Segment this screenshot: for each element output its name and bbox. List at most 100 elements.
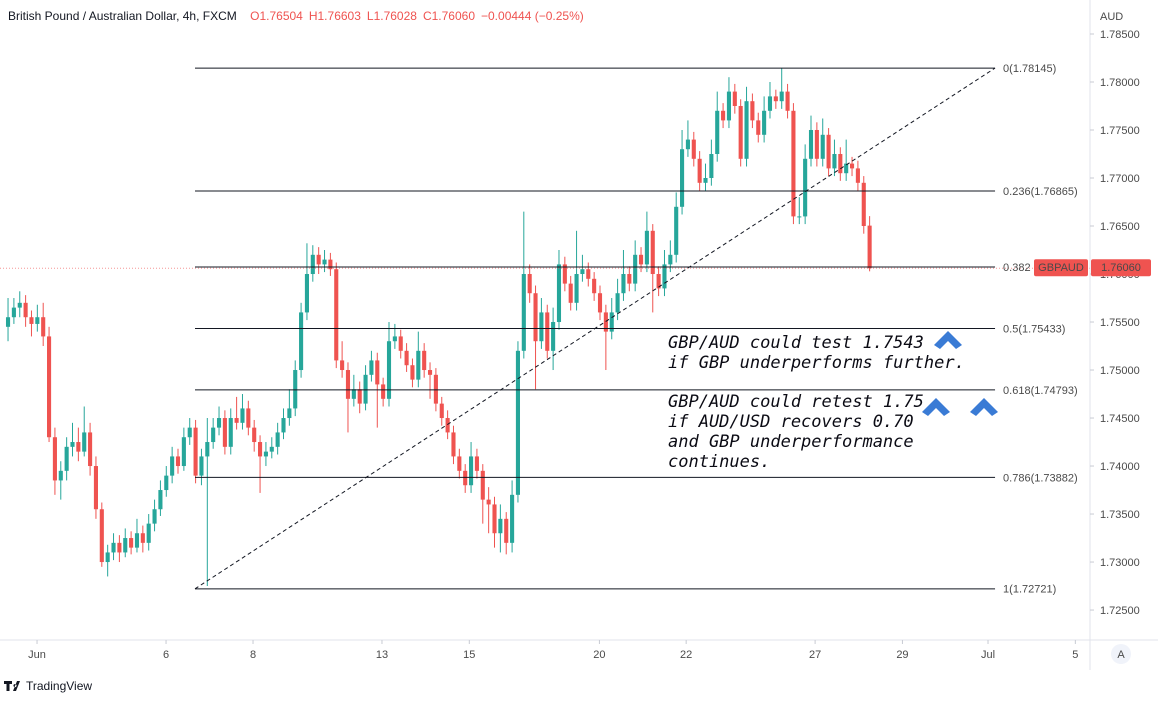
annotation: GBP/AUD could test 1.7543 xyxy=(668,333,924,353)
arrow-up xyxy=(922,398,950,416)
candle-body xyxy=(328,259,333,270)
candle-body xyxy=(832,153,837,169)
x-tick-label: 15 xyxy=(463,649,475,661)
candle-body xyxy=(386,341,392,399)
candle-body xyxy=(814,129,819,159)
logo-mark xyxy=(4,681,20,691)
candle-body xyxy=(738,105,743,159)
y-tick-label: 1.78000 xyxy=(1100,77,1140,89)
candle-body xyxy=(861,182,866,227)
candle-body xyxy=(11,307,16,318)
arrow-icons xyxy=(922,331,998,416)
header-value: −0.00444 (−0.25%) xyxy=(481,9,584,23)
candle-body xyxy=(187,427,192,438)
candle-body xyxy=(721,110,726,121)
candle-body xyxy=(744,101,749,159)
candle-body xyxy=(146,523,151,543)
candle-body xyxy=(750,101,755,121)
candle-body xyxy=(35,317,40,324)
candle-body xyxy=(451,432,456,457)
candle-body xyxy=(791,110,796,217)
candle-body xyxy=(474,456,479,471)
candle-body xyxy=(99,509,104,563)
candle-body xyxy=(105,552,110,563)
candle-body xyxy=(668,254,673,265)
candle-body xyxy=(527,274,532,294)
candle-body xyxy=(293,370,298,409)
candle-body xyxy=(345,370,351,399)
reset-button[interactable] xyxy=(1111,644,1131,664)
candle-body xyxy=(779,91,784,102)
candle-body xyxy=(492,504,497,534)
x-tick-label: 13 xyxy=(376,649,388,661)
x-tick-label: 8 xyxy=(250,649,256,661)
candle-body xyxy=(480,470,485,500)
candle-body xyxy=(398,336,403,351)
y-tick-label: 1.78500 xyxy=(1100,29,1140,41)
candle-body xyxy=(545,312,550,351)
candle-body xyxy=(504,518,509,543)
candle-body xyxy=(697,158,702,183)
fib-label: 0.786(1.73882) xyxy=(1003,472,1078,484)
candle-body xyxy=(457,456,462,471)
candle-body xyxy=(568,283,573,303)
candle-body xyxy=(515,350,521,495)
candle-body xyxy=(808,129,814,159)
header-value: O1.76504 xyxy=(250,9,303,23)
price-tag-label: 1.76060 xyxy=(1101,262,1141,274)
candle-body xyxy=(275,432,280,447)
x-tick-label: Jul xyxy=(981,649,995,661)
candle-body xyxy=(246,408,251,428)
candle-body xyxy=(685,139,690,150)
candle-body xyxy=(175,456,181,467)
y-tick-label: 1.74000 xyxy=(1100,461,1140,473)
candle-body xyxy=(269,446,274,452)
trendline xyxy=(194,67,996,590)
candle-body xyxy=(70,442,75,447)
candle-body xyxy=(539,312,544,342)
annotation: if AUD/USD recovers 0.70 xyxy=(668,412,914,432)
candle-body xyxy=(703,178,708,183)
candle-body xyxy=(674,206,679,255)
candle-body xyxy=(762,110,767,135)
candle-body xyxy=(263,451,268,457)
candle-body xyxy=(29,317,34,324)
candle-body xyxy=(357,389,362,404)
header-title: British Pound / Australian Dollar, 4h, F… xyxy=(8,9,237,23)
candle-body xyxy=(433,374,438,404)
y-tick-label: 1.73500 xyxy=(1100,509,1140,521)
candle-body xyxy=(199,456,204,476)
candle-body xyxy=(410,365,415,380)
candle-body xyxy=(392,336,397,342)
candle-body xyxy=(580,269,585,275)
candle-body xyxy=(621,274,626,294)
candle-body xyxy=(252,427,257,443)
header-value: H1.76603 xyxy=(309,9,361,23)
reset-button-label[interactable]: A xyxy=(1117,649,1125,661)
annotation: continues. xyxy=(668,452,770,472)
candle-body xyxy=(510,494,515,543)
candle-body xyxy=(445,418,450,433)
candle-body xyxy=(574,274,579,303)
annotation: if GBP underperforms further. xyxy=(668,353,965,373)
candle-body xyxy=(152,509,157,524)
candle-body xyxy=(767,96,773,111)
candle-body xyxy=(427,370,433,375)
x-tick-label: 29 xyxy=(896,649,908,661)
x-tick-label: 5 xyxy=(1072,649,1078,661)
candle-body xyxy=(23,302,28,318)
candle-body xyxy=(134,533,140,548)
annotation: GBP/AUD could retest 1.75 xyxy=(668,392,924,412)
candle-body xyxy=(680,149,685,207)
candle-body xyxy=(638,254,644,265)
candle-body xyxy=(129,538,134,548)
candle-body xyxy=(158,490,163,510)
x-tick-label: Jun xyxy=(28,649,46,661)
candle-body xyxy=(586,269,591,279)
candle-body xyxy=(867,225,872,269)
candle-body xyxy=(556,264,562,323)
candle-body xyxy=(533,293,538,342)
candle-body xyxy=(375,360,380,385)
brand-logo xyxy=(4,681,20,691)
